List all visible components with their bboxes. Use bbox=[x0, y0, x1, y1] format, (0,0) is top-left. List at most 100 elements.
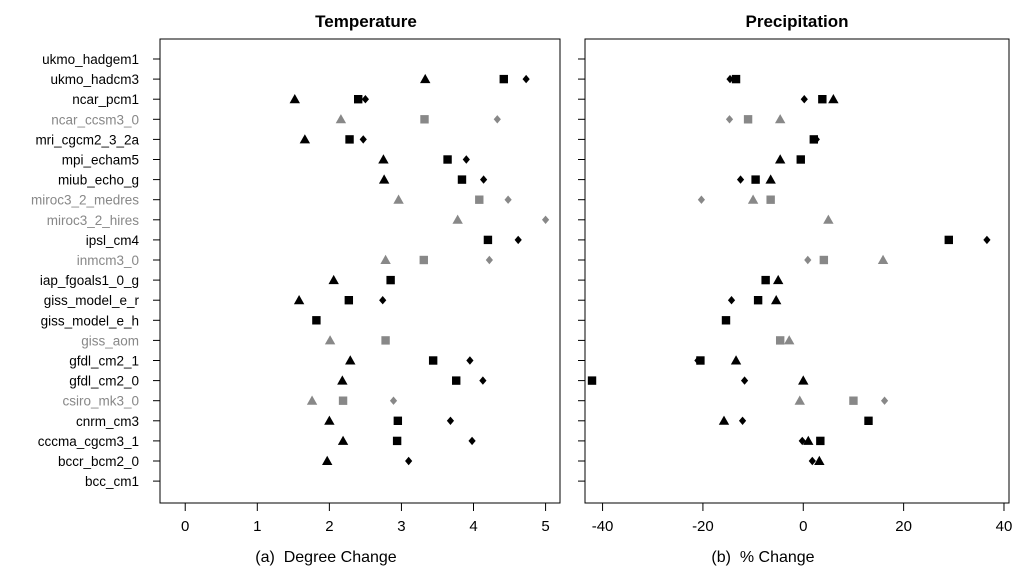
point-square bbox=[944, 235, 953, 245]
precipitation-panel: Precipitation -40 -20 0 20 40 (b) % Change bbox=[578, 12, 1012, 566]
point-triangle bbox=[877, 254, 889, 264]
point-square bbox=[816, 436, 825, 446]
point-diamond bbox=[800, 95, 808, 104]
point-triangle bbox=[299, 134, 311, 144]
point-diamond bbox=[740, 376, 749, 385]
point-triangle bbox=[380, 254, 391, 264]
model-label-csiro-mk3-0: csiro_mk3_0 bbox=[62, 394, 139, 409]
point-square bbox=[766, 195, 775, 204]
point-triangle bbox=[452, 214, 463, 224]
point-triangle bbox=[774, 114, 786, 124]
point-diamond bbox=[389, 396, 398, 405]
model-label-inmcm3-0: inmcm3_0 bbox=[77, 253, 139, 268]
point-diamond bbox=[983, 235, 991, 245]
point-square bbox=[499, 74, 508, 84]
precipitation-title: Precipitation bbox=[746, 12, 849, 31]
point-square bbox=[796, 155, 805, 164]
point-triangle bbox=[378, 174, 390, 184]
point-diamond bbox=[798, 436, 806, 446]
point-square bbox=[443, 155, 452, 164]
point-diamond bbox=[493, 115, 501, 124]
point-diamond bbox=[379, 296, 387, 305]
precipitation-points bbox=[587, 74, 991, 466]
point-diamond bbox=[880, 396, 889, 405]
point-diamond bbox=[504, 195, 512, 204]
point-triangle bbox=[770, 295, 782, 305]
point-square bbox=[353, 95, 363, 104]
model-label-ncar-ccsm3-0: ncar_ccsm3_0 bbox=[51, 112, 139, 127]
point-triangle bbox=[747, 194, 759, 204]
point-triangle bbox=[393, 194, 404, 204]
point-triangle bbox=[823, 214, 834, 224]
point-triangle bbox=[814, 455, 825, 465]
point-diamond bbox=[479, 376, 487, 385]
model-label-mpi-echam5: mpi_echam5 bbox=[62, 153, 139, 168]
point-triangle bbox=[335, 114, 347, 124]
point-diamond bbox=[736, 175, 745, 184]
point-square bbox=[452, 376, 461, 385]
point-square bbox=[761, 275, 770, 285]
point-diamond bbox=[468, 436, 476, 446]
x-tick-label: 0 bbox=[181, 518, 189, 535]
model-label-gfdl-cm2-1: gfdl_cm2_1 bbox=[69, 354, 139, 369]
point-square bbox=[775, 336, 785, 345]
point-triangle bbox=[324, 415, 335, 425]
point-triangle bbox=[803, 435, 814, 445]
temperature-x-axis: 0 1 2 3 4 5 bbox=[153, 58, 550, 535]
point-square bbox=[849, 396, 858, 405]
point-square bbox=[338, 396, 348, 405]
model-label-ipsl-cm4: ipsl_cm4 bbox=[86, 233, 140, 248]
temperature-title: Temperature bbox=[315, 12, 417, 31]
point-square bbox=[721, 316, 731, 325]
point-triangle bbox=[420, 73, 431, 84]
point-square bbox=[819, 255, 829, 265]
point-triangle bbox=[289, 94, 300, 104]
model-label-ukmo-hadcm3: ukmo_hadcm3 bbox=[50, 72, 139, 87]
point-triangle bbox=[765, 174, 776, 184]
point-triangle bbox=[828, 94, 839, 104]
point-square bbox=[457, 175, 467, 184]
model-label-mri-cgcm2-3-2a: mri_cgcm2_3_2a bbox=[35, 132, 139, 147]
x-tick-label: 3 bbox=[397, 518, 405, 535]
model-label-giss-model-e-h: giss_model_e_h bbox=[41, 313, 139, 328]
model-label-bccr-bcm2-0: bccr_bcm2_0 bbox=[58, 454, 139, 469]
x-tick-label: 0 bbox=[799, 518, 807, 535]
point-triangle bbox=[293, 295, 305, 305]
x-tick-label: 2 bbox=[325, 518, 333, 535]
point-diamond bbox=[725, 115, 734, 124]
point-diamond bbox=[522, 74, 530, 84]
model-label-bcc-cm1: bcc_cm1 bbox=[85, 474, 139, 489]
point-triangle bbox=[337, 435, 349, 445]
point-triangle bbox=[784, 335, 795, 345]
model-label-miroc3-2-hires: miroc3_2_hires bbox=[47, 213, 140, 228]
point-square bbox=[731, 74, 741, 84]
temperature-points bbox=[289, 73, 550, 466]
point-square bbox=[345, 135, 354, 144]
temperature-frame bbox=[159, 38, 561, 504]
point-triangle bbox=[322, 455, 333, 465]
point-diamond bbox=[485, 255, 493, 265]
point-square bbox=[393, 416, 403, 425]
model-label-cccma-cgcm3-1: cccma_cgcm3_1 bbox=[38, 434, 139, 449]
point-diamond bbox=[738, 416, 747, 425]
point-triangle bbox=[772, 274, 784, 285]
point-diamond bbox=[405, 456, 413, 466]
x-tick-label: 5 bbox=[541, 518, 549, 535]
point-diamond bbox=[446, 416, 455, 425]
point-square bbox=[743, 115, 753, 124]
point-triangle bbox=[337, 375, 348, 385]
point-diamond bbox=[359, 135, 367, 144]
point-triangle bbox=[306, 395, 318, 405]
point-diamond bbox=[808, 456, 816, 466]
temperature-panel: Temperature 0 1 2 3 4 5 (a) Degree Change bbox=[153, 12, 561, 566]
point-diamond bbox=[361, 95, 370, 104]
point-diamond bbox=[697, 195, 706, 204]
point-square bbox=[392, 436, 402, 446]
point-diamond bbox=[804, 255, 812, 265]
point-square bbox=[753, 296, 763, 305]
x-tick-label: 20 bbox=[895, 518, 912, 535]
x-tick-label: -40 bbox=[592, 518, 614, 535]
point-square bbox=[344, 296, 354, 305]
precipitation-y-ticks bbox=[578, 58, 585, 482]
x-tick-label: 40 bbox=[996, 518, 1013, 535]
